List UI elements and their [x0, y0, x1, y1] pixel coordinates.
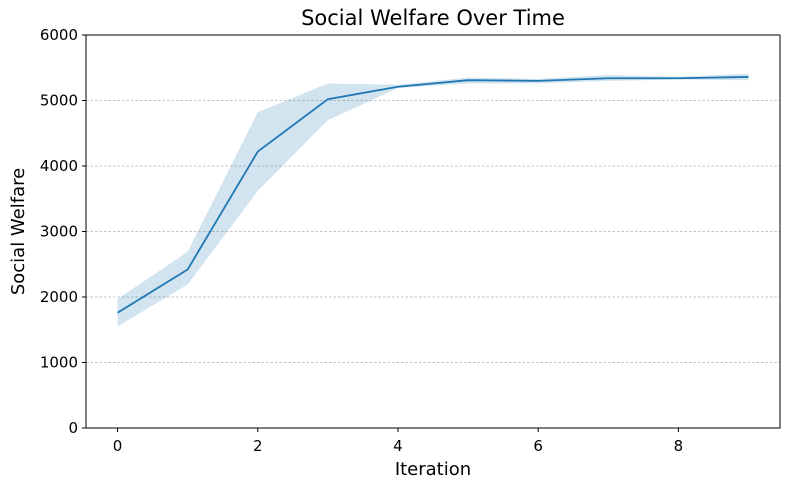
- x-tick-label: 0: [113, 437, 123, 455]
- y-tick-label: 1000: [40, 354, 78, 372]
- x-axis: 0 2 4 6 8: [113, 428, 683, 455]
- y-tick-label: 5000: [40, 92, 78, 110]
- x-axis-title: Iteration: [395, 459, 471, 480]
- y-tick-label: 4000: [40, 157, 78, 175]
- y-tick-label: 6000: [40, 26, 78, 44]
- chart-title: Social Welfare Over Time: [301, 6, 565, 30]
- y-tick-label: 3000: [40, 223, 78, 241]
- x-tick-label: 4: [393, 437, 403, 455]
- y-axis: 0 1000 2000 3000 4000 5000 6000: [40, 26, 86, 437]
- y-tick-label: 0: [68, 419, 78, 437]
- x-tick-label: 2: [253, 437, 263, 455]
- x-tick-label: 6: [533, 437, 543, 455]
- grid-lines: [86, 100, 780, 363]
- series-points: [117, 76, 749, 313]
- y-axis-title: Social Welfare: [8, 168, 29, 295]
- x-tick-label: 8: [674, 437, 684, 455]
- confidence-band: [117, 73, 749, 327]
- series-line: [117, 76, 749, 314]
- y-tick-label: 2000: [40, 288, 78, 306]
